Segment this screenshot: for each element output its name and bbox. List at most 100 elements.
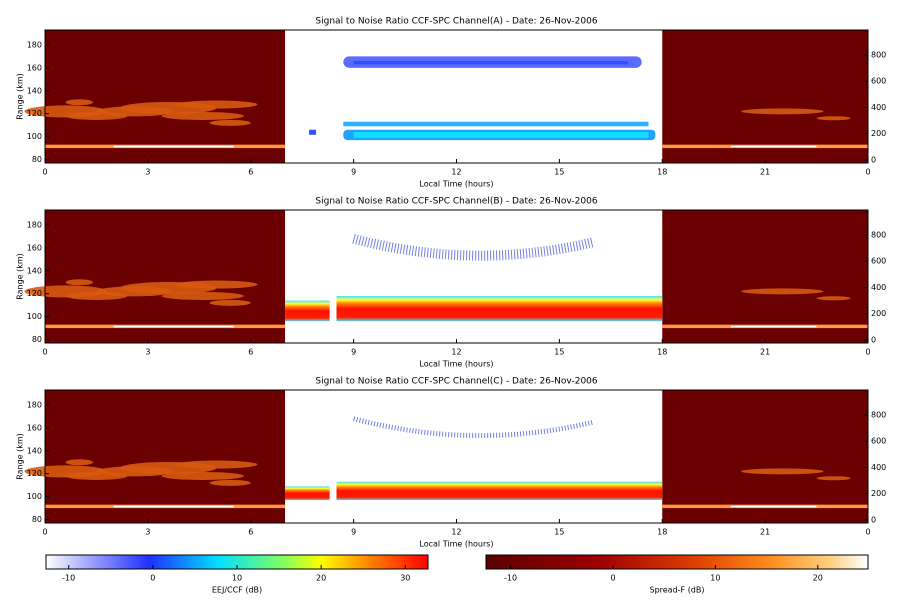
y-tick-label: 180 [27,220,42,229]
e-layer-core [113,325,234,328]
x-tick-label: 9 [351,348,356,357]
spread-f-echo [161,111,244,120]
y-axis-label: Range (km) [16,73,25,120]
colorbar-tick-label: 10 [232,574,242,583]
y-tick-label: 140 [27,446,42,455]
spread-f-echo [65,279,94,286]
y-tick-label: 160 [27,243,42,252]
x-tick-label: 0 [42,168,47,177]
spread-f-echo [175,100,258,109]
echo-band-core [353,60,628,65]
spread-f-echo [816,116,851,121]
y-tick-label: 100 [27,132,42,141]
arc-echo [352,416,595,439]
x-axis-label: Local Time (hours) [419,540,493,549]
y2-tick-label: 800 [871,230,886,239]
spread-f-echo [161,471,244,480]
x-tick-label: 15 [554,348,564,357]
x-tick-label: 6 [248,528,253,537]
y-tick-label: 160 [27,423,42,432]
y-tick-label: 180 [27,400,42,409]
x-tick-label: 21 [760,528,770,537]
colorbar-tick-label: -10 [62,574,75,583]
colorbar-tick-label: 30 [400,574,410,583]
echo-patch [285,300,330,322]
spread-f-region [662,390,868,523]
e-layer-core [730,145,817,148]
y2-tick-label: 400 [871,463,886,472]
spread-f-echo [175,280,258,289]
x-tick-label: 12 [451,348,461,357]
y-tick-label: 120 [27,469,42,478]
echo-band-core [353,132,649,138]
chart-title: Signal to Noise Ratio CCF-SPC Channel(B)… [315,197,597,207]
colorbar-label: EEJ/CCF (dB) [212,586,262,595]
y2-tick-label: 0 [871,515,876,524]
y2-tick-label: 0 [871,155,876,164]
x-tick-label: 15 [554,168,564,177]
y2-tick-label: 800 [871,50,886,59]
spread-f-echo [816,476,851,481]
echo-band [336,295,663,322]
y-tick-label: 140 [27,86,42,95]
colorbar-tick-label: 10 [710,574,720,583]
y-tick-label: 120 [27,289,42,298]
x-tick-label: 18 [657,168,667,177]
y2-tick-label: 200 [871,129,886,138]
x-tick-label: 12 [451,528,461,537]
spread-f-region [662,210,868,343]
y2-tick-label: 600 [871,77,886,86]
x-tick-label: 0 [42,528,47,537]
spread-f-echo [209,299,251,306]
echo-patch [309,129,317,135]
x-tick-label: 18 [657,528,667,537]
x-tick-label: 21 [760,348,770,357]
y-tick-label: 80 [32,515,42,524]
e-layer-core [730,505,817,508]
x-tick-label: 21 [760,168,770,177]
spread-f-echo [65,99,94,106]
colorbar [485,554,869,570]
x-tick-label: 3 [145,348,150,357]
y-tick-label: 100 [27,492,42,501]
spread-f-region [45,210,286,343]
spread-f-echo [209,119,251,126]
x-tick-label: 0 [865,168,870,177]
chart-title: Signal to Noise Ratio CCF-SPC Channel(A)… [315,17,597,27]
y2-tick-label: 200 [871,309,886,318]
e-layer-core [113,505,234,508]
y-tick-label: 80 [32,155,42,164]
spread-f-echo [175,460,258,469]
colorbar-label: Spread-F (dB) [649,586,704,595]
arc-echo [352,233,595,261]
y-tick-label: 80 [32,335,42,344]
echo-patch [285,486,330,501]
x-tick-label: 0 [865,528,870,537]
spread-f-echo [161,291,244,300]
spread-f-echo [741,288,824,295]
y2-tick-label: 600 [871,437,886,446]
x-tick-label: 15 [554,528,564,537]
y-tick-label: 100 [27,312,42,321]
x-axis-label: Local Time (hours) [419,180,493,189]
y-axis-label: Range (km) [16,433,25,480]
y-tick-label: 180 [27,40,42,49]
x-tick-label: 0 [42,348,47,357]
colorbar-tick-label: 0 [150,574,155,583]
y2-tick-label: 400 [871,283,886,292]
spread-f-region [662,30,868,163]
x-axis-label: Local Time (hours) [419,360,493,369]
x-tick-label: 6 [248,168,253,177]
e-layer-core [113,145,234,148]
colorbar-tick-label: -10 [504,574,517,583]
spread-f-echo [816,296,851,301]
spread-f-echo [741,468,824,475]
echo-band [343,121,649,127]
y-tick-label: 160 [27,63,42,72]
y2-tick-label: 400 [871,103,886,112]
colorbar-tick-label: 20 [316,574,326,583]
x-tick-label: 12 [451,168,461,177]
spread-f-region [45,30,286,163]
colorbar-tick-label: 0 [610,574,615,583]
